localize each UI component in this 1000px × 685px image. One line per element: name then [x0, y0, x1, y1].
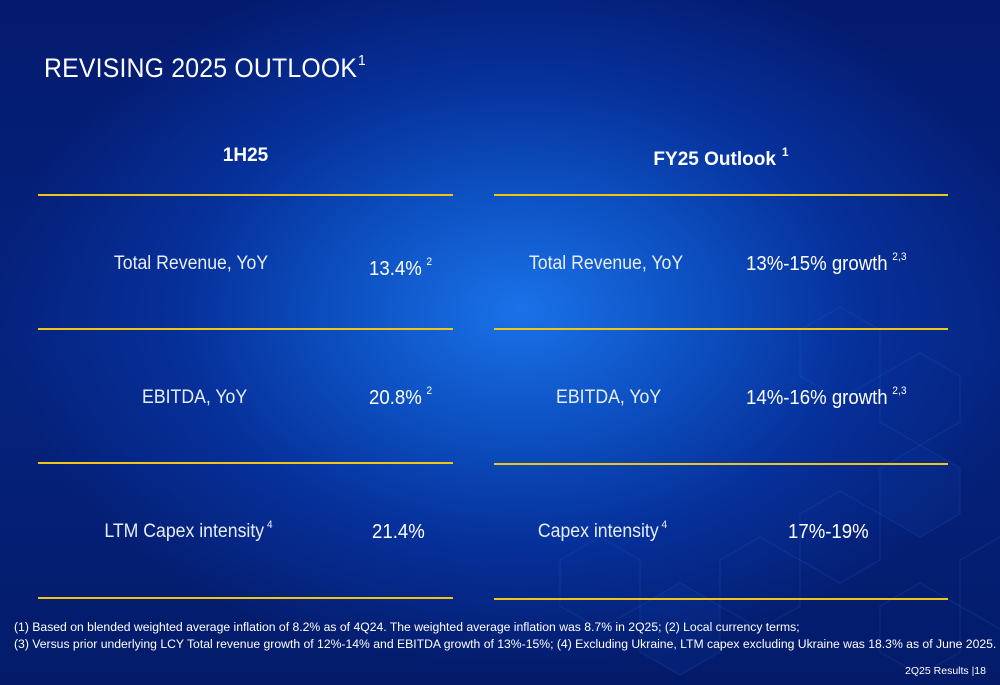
page-title: REVISING 2025 OUTLOOK1 [44, 52, 366, 84]
left-row-2-label: EBITDA, YoY [142, 385, 250, 409]
right-row-3-label-sup: 4 [661, 519, 668, 531]
right-row-2-value-sup: 2,3 [892, 385, 907, 397]
left-row-3-label-sup: 4 [266, 519, 273, 531]
right-divider-top [494, 194, 948, 196]
right-column-heading-text: FY25 Outlook [653, 149, 776, 170]
right-row-1-value-text: 13%-15% growth [746, 253, 888, 275]
left-divider-bottom [38, 597, 453, 599]
left-row-2-value-text: 20.8% [369, 387, 422, 409]
right-row-1-value: 13%-15% growth 2,3 [746, 251, 907, 276]
right-divider-1 [494, 328, 948, 330]
right-row-2-label-text: EBITDA, YoY [556, 387, 662, 408]
left-row-3-label: LTM Capex intensity 4 [104, 519, 272, 543]
left-row-2-value-sup: 2 [426, 385, 433, 397]
right-divider-bottom [494, 598, 948, 600]
footnote-line-2: (3) Versus prior underlying LCY Total re… [14, 637, 997, 651]
footnote-line-1: (1) Based on blended weighted average in… [14, 620, 800, 634]
left-divider-top [38, 194, 453, 196]
right-row-3-label: Capex intensity 4 [538, 519, 667, 543]
page-title-footnote-ref: 1 [358, 52, 366, 69]
page-footer: 2Q25 Results |18 [905, 665, 986, 677]
right-row-3-value: 17%-19% [788, 519, 873, 544]
right-column-heading-footnote-ref: 1 [781, 145, 789, 159]
right-row-2-value-text: 14%-16% growth [746, 387, 888, 409]
left-row-1-value-sup: 2 [426, 256, 433, 268]
right-row-1-label-text: Total Revenue, YoY [528, 253, 684, 274]
left-divider-2 [38, 462, 453, 464]
page-title-text: REVISING 2025 OUTLOOK [44, 53, 358, 83]
left-divider-1 [38, 328, 453, 330]
left-row-1-value: 13.4% 2 [369, 256, 432, 281]
left-row-1-value-text: 13.4% [369, 258, 422, 280]
right-divider-2 [494, 463, 948, 465]
left-row-2-label-text: EBITDA, YoY [142, 387, 248, 408]
left-column-heading: 1H25 [38, 145, 453, 167]
right-row-3-value-text: 17%-19% [788, 521, 869, 543]
right-row-3-label-text: Capex intensity [537, 521, 659, 542]
left-row-1-label: Total Revenue, YoY [114, 251, 271, 275]
right-row-1-label: Total Revenue, YoY [529, 251, 686, 275]
left-column-heading-text: 1H25 [222, 145, 269, 166]
right-column-heading: FY25 Outlook 1 [494, 145, 948, 171]
footnotes: (1) Based on blended weighted average in… [14, 619, 996, 653]
right-row-2-value: 14%-16% growth 2,3 [746, 385, 907, 410]
left-row-3-value-text: 21.4% [372, 521, 425, 543]
left-row-3-label-text: LTM Capex intensity [104, 521, 265, 542]
right-row-2-label: EBITDA, YoY [556, 385, 664, 409]
left-row-3-value: 21.4% [372, 519, 429, 544]
left-row-1-label-text: Total Revenue, YoY [113, 253, 269, 274]
left-row-2-value: 20.8% 2 [369, 385, 432, 410]
right-row-1-value-sup: 2,3 [892, 251, 907, 263]
